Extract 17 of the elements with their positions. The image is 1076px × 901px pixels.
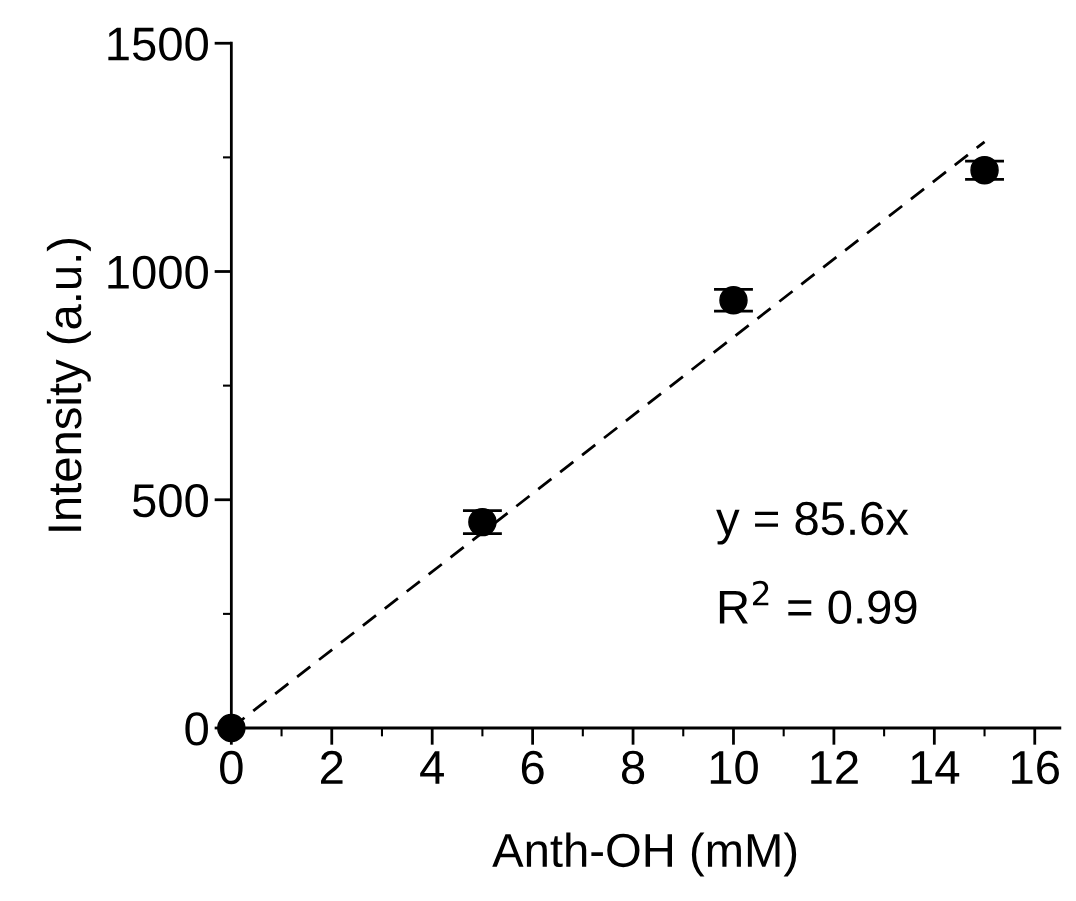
x-tick-label: 14 bbox=[911, 751, 960, 784]
x-tick-label: 6 bbox=[521, 750, 544, 785]
x-tick-label: 8 bbox=[621, 750, 645, 785]
y-tick-label: 500 bbox=[132, 483, 208, 518]
y-tick-label: 0 bbox=[185, 712, 208, 746]
annotation: y = 85.6x bbox=[716, 501, 909, 545]
x-tick-label: 2 bbox=[321, 750, 343, 784]
annotation: R$^{2}$ = 0.99 bbox=[719, 580, 917, 624]
x-tick-label: 10 bbox=[710, 750, 758, 785]
x-tick-label: 12 bbox=[811, 750, 858, 784]
x-tick-label: 4 bbox=[420, 751, 444, 784]
y-tick-label: 1000 bbox=[108, 255, 208, 290]
x-tick-label: 0 bbox=[220, 750, 243, 785]
x-axis-title: Anth-OH (mM) bbox=[492, 832, 797, 877]
y-axis-title: Intensity (a.u.) bbox=[46, 238, 91, 531]
x-tick-label: 16 bbox=[1012, 750, 1059, 785]
y-tick-label: 1500 bbox=[108, 27, 208, 61]
